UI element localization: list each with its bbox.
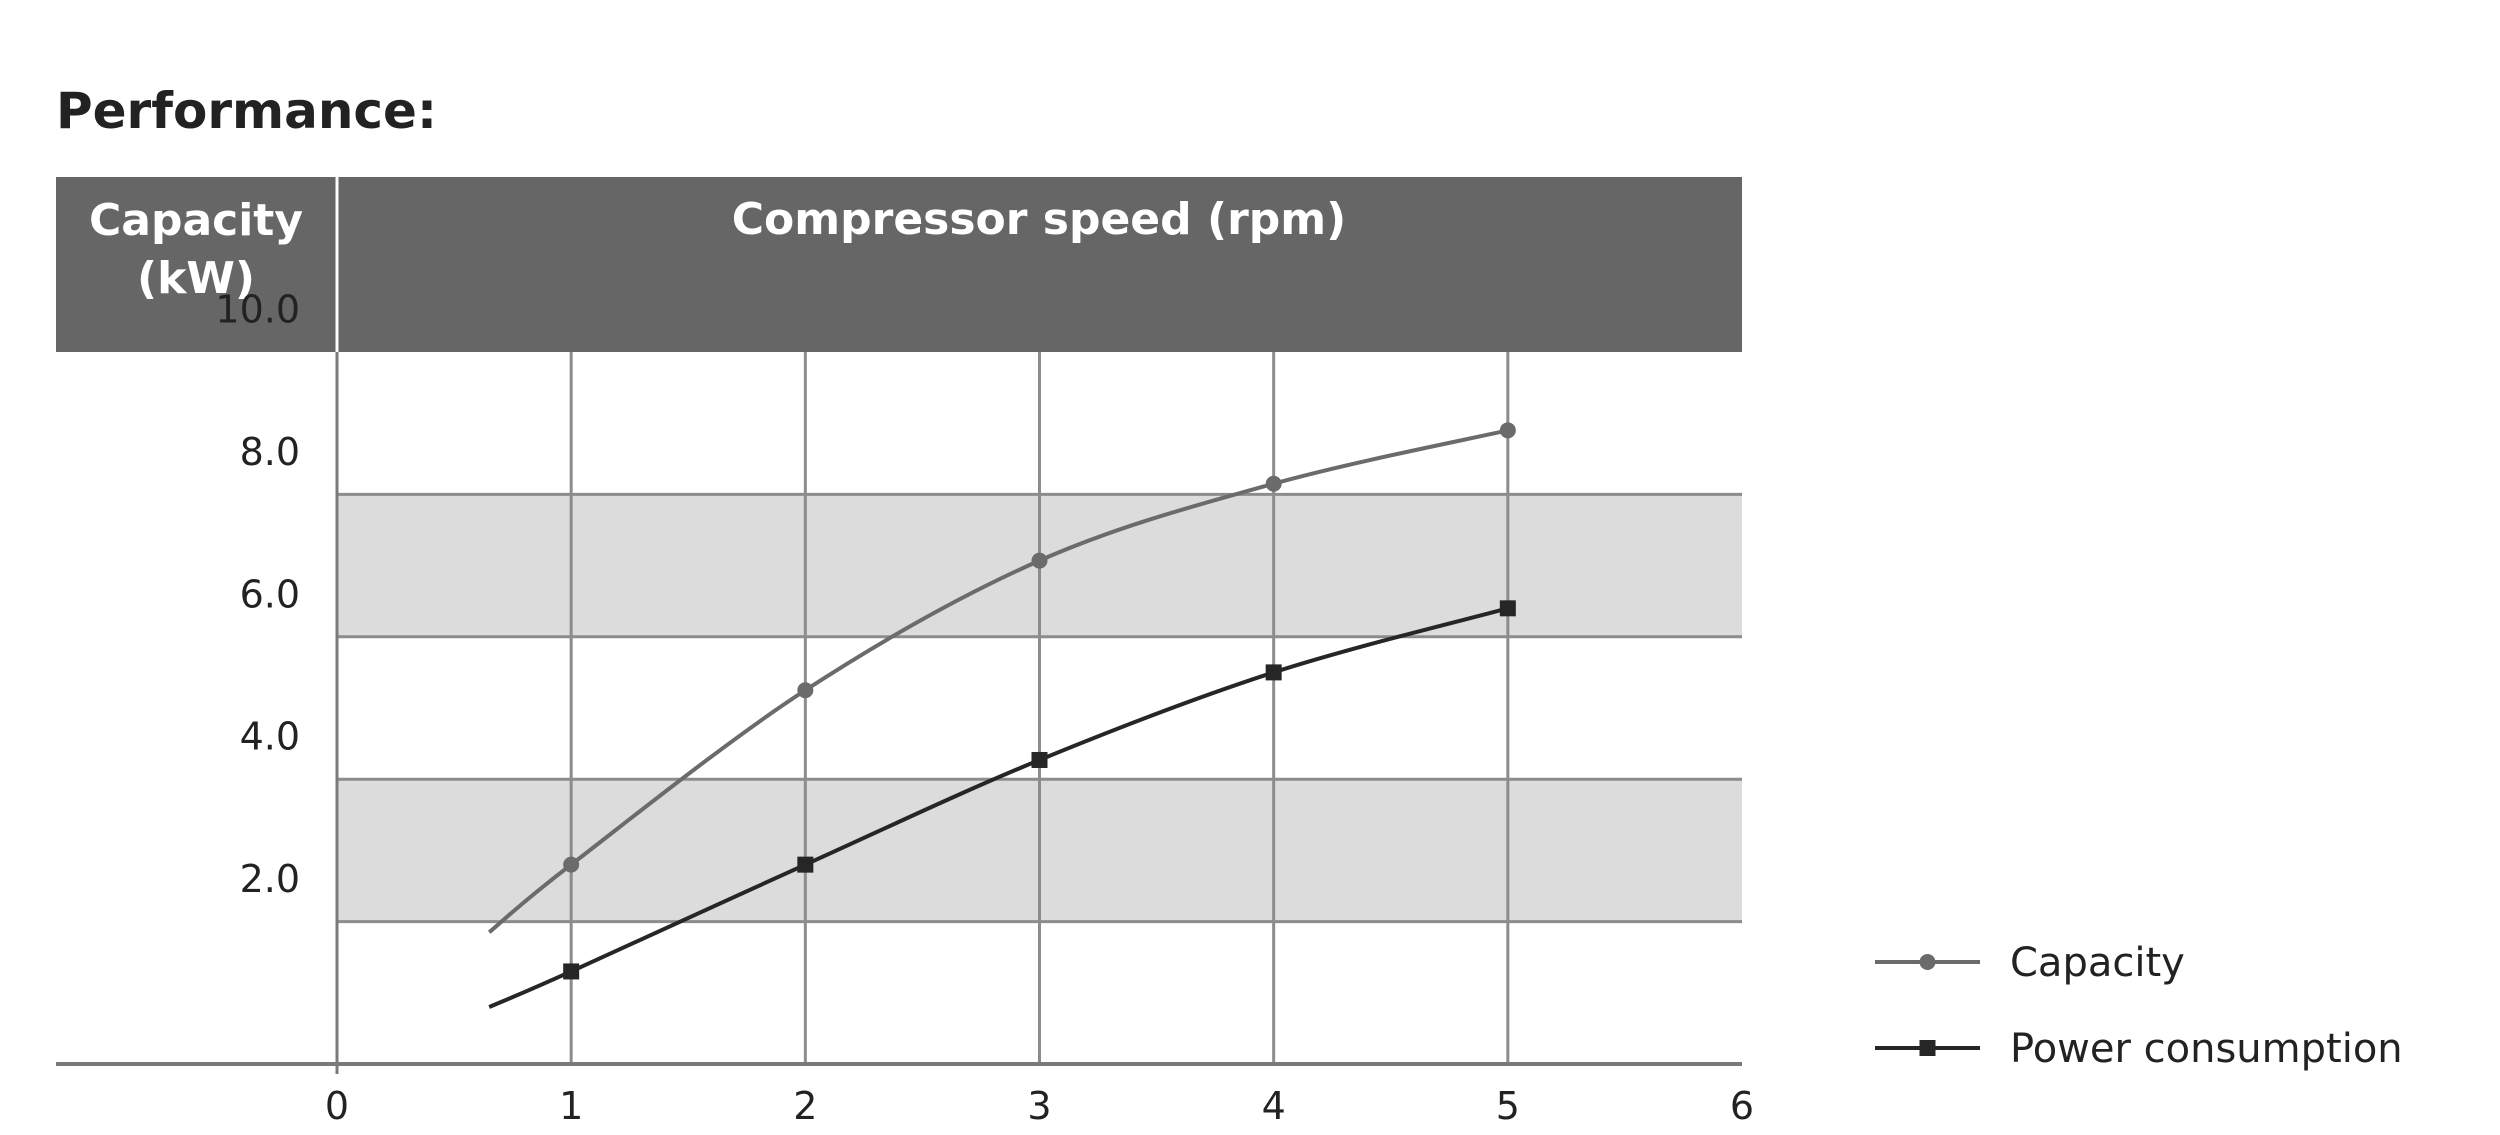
data-point-power-consumption: [1499, 600, 1516, 617]
plot-area: 2.0 4.0 6.0 8.0 10.0 0 1 2 3 4 5 6: [56, 288, 1754, 1128]
y-tick-label: 4.0: [240, 715, 300, 759]
legend-marker-capacity: [1919, 954, 1936, 970]
x-tick-label: 5: [1496, 1084, 1520, 1128]
x-axis-label: Compressor speed (rpm): [732, 194, 1346, 245]
y-axis-label-line1: Capacity: [89, 195, 303, 246]
y-tick-label: 2.0: [240, 857, 300, 901]
y-tick-label: 10.0: [215, 288, 300, 332]
y-axis-label-line2: (kW): [137, 253, 255, 304]
x-tick-label: 0: [325, 1084, 349, 1128]
legend: Capacity Power consumption: [1875, 940, 2403, 1072]
data-point-capacity: [1499, 422, 1516, 439]
data-point-capacity: [1031, 552, 1048, 569]
y-tick-label: 6.0: [240, 572, 300, 616]
x-tick-label: 2: [793, 1084, 817, 1128]
data-point-power-consumption: [1031, 751, 1048, 768]
x-tick-label: 1: [559, 1084, 583, 1128]
data-point-power-consumption: [563, 963, 580, 980]
legend-label-capacity: Capacity: [2010, 940, 2185, 986]
legend-marker-power-consumption: [1919, 1040, 1936, 1056]
legend-label-power-consumption: Power consumption: [2010, 1026, 2403, 1072]
x-tick-label: 4: [1262, 1084, 1286, 1128]
data-point-capacity: [563, 856, 580, 873]
x-tick-label: 3: [1027, 1084, 1051, 1128]
data-point-capacity: [797, 682, 814, 699]
data-point-power-consumption: [797, 856, 814, 873]
x-tick-label: 6: [1730, 1084, 1754, 1128]
page-title: Performance:: [56, 82, 437, 140]
data-point-capacity: [1265, 475, 1282, 492]
data-point-power-consumption: [1265, 664, 1282, 681]
y-tick-label: 8.0: [240, 430, 300, 474]
series-line-power-consumption: [488, 606, 1509, 1009]
